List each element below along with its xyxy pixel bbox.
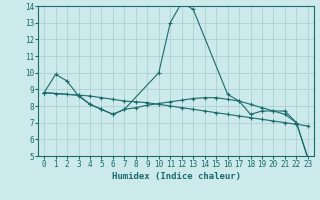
X-axis label: Humidex (Indice chaleur): Humidex (Indice chaleur) xyxy=(111,172,241,181)
